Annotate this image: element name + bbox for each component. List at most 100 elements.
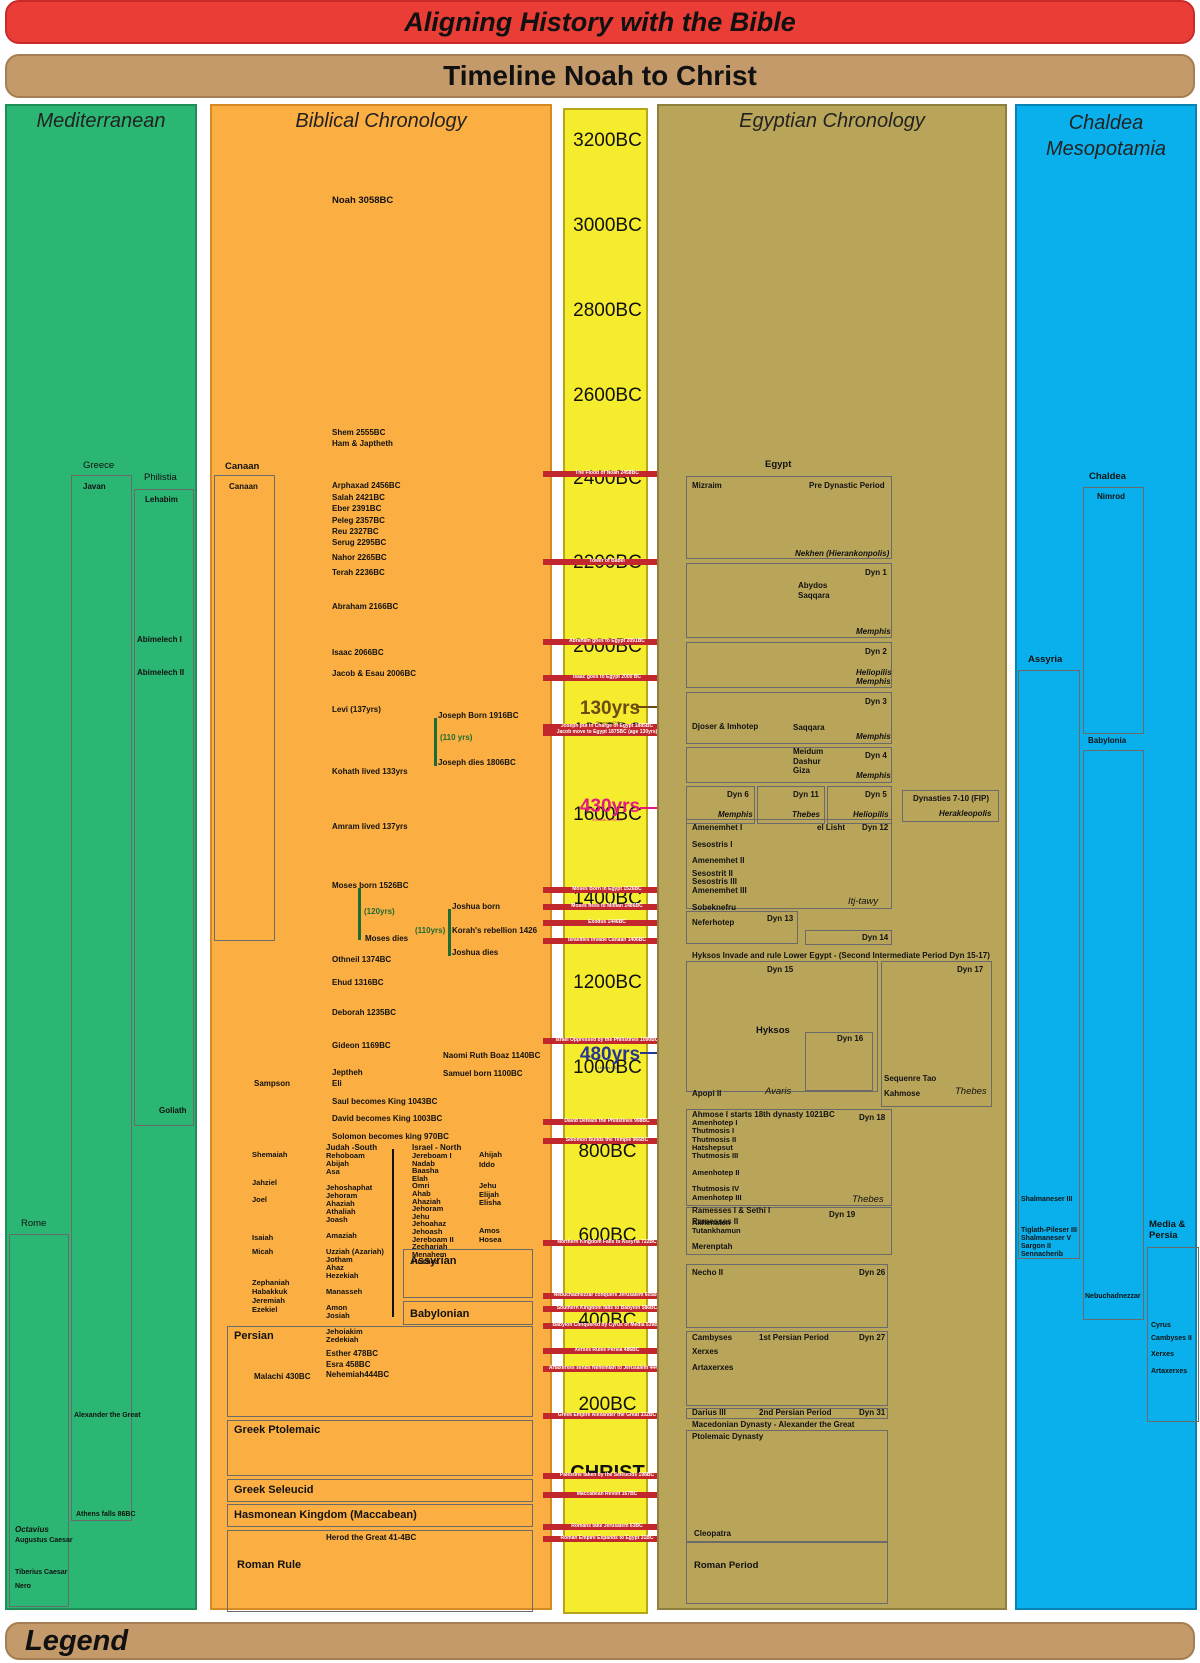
- mediterranean-heading: Mediterranean: [36, 110, 166, 132]
- list-item: Joash: [326, 1215, 348, 1224]
- cyrus-label: Cyrus: [1151, 1322, 1171, 1329]
- assyria-box: [1018, 670, 1080, 1259]
- malachi-label: Malachi 430BC: [254, 1372, 311, 1381]
- solomon-label: Solomon becomes king 970BC: [332, 1132, 449, 1141]
- avaris-label: Avaris: [765, 1086, 792, 1097]
- event-label: Solomon Builds the Temple 966BC: [565, 1137, 649, 1143]
- list-item: Baasha: [412, 1166, 439, 1176]
- amram-label: Amram lived 137yrs: [332, 822, 408, 831]
- dyn27-label: Dyn 27: [859, 1333, 886, 1342]
- moses-years-label: (120yrs): [364, 907, 395, 916]
- persian-box: [227, 1326, 533, 1417]
- list-item: Jehoram: [412, 1204, 444, 1214]
- dyn11-label: Dyn 11: [793, 790, 819, 799]
- event-bar: Northern Kingdom Falls to Assyria 722BC: [543, 1239, 671, 1246]
- dyn14-label: Dyn 14: [862, 933, 889, 942]
- dyn19-label: Dyn 19: [829, 1210, 856, 1219]
- javan-label: Javan: [83, 482, 106, 491]
- israel-heading: Israel - North: [412, 1143, 462, 1152]
- event-label: Isaac goes to Egypt 2000 BC: [572, 674, 642, 680]
- sesostris3-label: Sesostris III: [692, 877, 737, 886]
- event-bar: Babylon Conquered by Cyrus of Media 539B…: [543, 1322, 671, 1329]
- roman-rule-label: Roman Rule: [237, 1559, 302, 1571]
- event-label: Israel Oppressed by the Philistines 1090…: [555, 1037, 659, 1043]
- joseph-born-label: Joseph Born 1916BC: [438, 711, 519, 720]
- greek-ptolemaic-box: [227, 1420, 533, 1476]
- list-item: Manasseh: [326, 1287, 363, 1296]
- peleg-label: Peleg 2357BC: [332, 516, 385, 525]
- chaldea-column: Chaldea Mesopotamia Chaldea Nimrod Assyr…: [1015, 104, 1199, 1610]
- dyn18-box: [686, 1109, 892, 1206]
- year-label: 2800BC: [573, 300, 642, 321]
- event-bar: The Flood of Noah 2458BC: [543, 470, 671, 477]
- year-label: 1000BC: [573, 1057, 642, 1078]
- list-item: Ahab: [412, 1189, 431, 1198]
- prophet-shemaiah: Shemaiah: [252, 1150, 288, 1159]
- heliopilis1-label: Heliopilis: [856, 668, 892, 677]
- dyn16-box: [805, 1032, 873, 1091]
- sesostris1-label: Sesostris I: [692, 840, 733, 849]
- hasmonean-box: [227, 1504, 533, 1527]
- babylonian-label: Babylonian: [410, 1308, 470, 1320]
- list-item: Josiah: [326, 1311, 350, 1320]
- event-label: Moses flees to Midian 1486BC: [571, 903, 643, 909]
- babylonia-label: Babylonia: [1088, 736, 1127, 745]
- mediterranean-column: Mediterranean Greece Javan Philistia Leh…: [5, 104, 197, 1610]
- xerxes-label: Xerxes: [692, 1347, 719, 1356]
- event-label: Xerxes Rules Persia 486BC: [574, 1347, 640, 1353]
- ahmose-label: Ahmose I starts 18th dynasty 1021BC: [692, 1110, 835, 1119]
- list-item: Ahaziah: [412, 1196, 441, 1206]
- event-label: The Flood of Noah 2458BC: [575, 470, 639, 476]
- greece-box: [71, 475, 132, 1521]
- babylonia-box: [1083, 750, 1144, 1320]
- event-label: Northern Kingdom Falls to Assyria 722BC: [557, 1239, 657, 1245]
- joseph-dies-label: Joseph dies 1806BC: [438, 758, 516, 767]
- giza-label: Giza: [793, 766, 810, 775]
- media-label: Media & Persia: [1149, 1219, 1186, 1241]
- sampson-label: Sampson: [254, 1079, 291, 1088]
- nero-label: Nero: [15, 1583, 31, 1590]
- egyptian-column: Egyptian Chronology Egypt Mizraim Pre Dy…: [657, 104, 1007, 1610]
- abydos-label: Abydos: [798, 581, 828, 590]
- isaac-label: Isaac 2066BC: [332, 648, 384, 657]
- subtitle-banner: Timeline Noah to Christ: [5, 54, 1195, 98]
- nekhen-label: Nekhen (Hierankonpolis): [795, 549, 890, 558]
- esther-label: Esther 478BC: [326, 1349, 379, 1358]
- dyn4-label: Dyn 4: [865, 751, 887, 760]
- year-label: 1600BC: [573, 804, 642, 825]
- shem-label: Shem 2555BC: [332, 428, 386, 437]
- event-bar: Israelites Invade Canaan 1406BC: [543, 937, 671, 944]
- abraham-label: Abraham 2166BC: [332, 602, 399, 611]
- event-bar: Jacob move to Egypt 1875BC (age 130yrs): [543, 729, 671, 736]
- herakleopolis-label: Herakleopolis: [939, 809, 992, 818]
- list-item: Jereboam I: [412, 1151, 452, 1160]
- prophet-iddo: Iddo: [479, 1160, 495, 1169]
- athens-label: Athens falls 86BC: [76, 1511, 136, 1518]
- list-item: Athaliah: [326, 1207, 356, 1216]
- dyn4-box: [686, 747, 892, 783]
- page-title: Aligning History with the Bible: [404, 6, 796, 37]
- prophet-jehu: Jehu: [479, 1181, 497, 1190]
- kingdom-divider: [392, 1149, 394, 1317]
- list-item: Jehoiakim: [326, 1327, 363, 1336]
- goliath-label: Goliath: [159, 1106, 187, 1115]
- saqqara-label: Saqqara: [798, 591, 830, 600]
- heliopilis2-label: Heliopilis: [853, 810, 889, 819]
- terah-label: Terah 2236BC: [332, 568, 385, 577]
- sesostris2-label: Sesostrit II: [692, 869, 733, 878]
- prophet-hosea: Hosea: [479, 1235, 502, 1244]
- event-bar: Palestine taken by the Seleucids 198BC: [543, 1472, 671, 1479]
- list-item: Thutmosis I: [692, 1126, 735, 1136]
- dyn13-box: [686, 911, 798, 944]
- dyn1-label: Dyn 1: [865, 568, 887, 577]
- list-item: Menahem: [412, 1249, 447, 1259]
- egyptian-heading: Egyptian Chronology: [739, 110, 925, 132]
- event-label: Exodus 1446BC: [588, 919, 626, 925]
- egypt-label: Egypt: [765, 459, 792, 470]
- span-480-label: 480yrs: [579, 1044, 641, 1065]
- roman-rule-box: [227, 1530, 533, 1612]
- media-box: [1147, 1247, 1199, 1422]
- dyn26-label: Dyn 26: [859, 1268, 886, 1277]
- list-item: Zedekiah: [326, 1335, 359, 1344]
- event-label: Joseph put in Charge of Egypt 1885BC: [560, 723, 654, 729]
